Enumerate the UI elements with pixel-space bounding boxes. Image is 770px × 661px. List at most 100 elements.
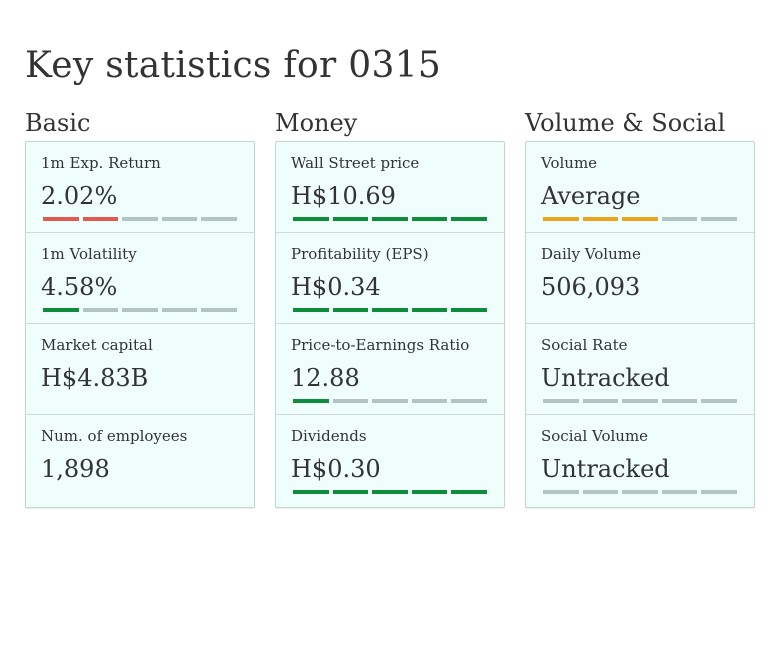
rating-segment-empty [201,217,237,221]
stat-label: Dividends [291,427,367,445]
page-title: Key statistics for 0315 [25,45,442,86]
column-money: Money Wall Street price H$10.69 Profitab… [275,108,505,508]
stat-daily-volume: Daily Volume 506,093 [526,233,754,324]
stat-wall-street-price: Wall Street price H$10.69 [276,142,504,233]
rating-segment-filled [582,217,619,221]
rating-segment-empty [82,308,119,312]
stat-label: Volume [541,154,598,172]
rating-segment-filled [411,308,448,312]
stat-social-rate: Social Rate Untracked [526,324,754,415]
rating-segment-filled [293,308,329,312]
rating-bar [543,217,737,221]
stat-value: Untracked [541,455,670,483]
rating-segment-filled [451,490,487,494]
rating-segment-filled [82,217,119,221]
rating-bar [543,490,737,494]
rating-segment-empty [622,490,658,494]
rating-segment-empty [582,490,619,494]
rating-bar [293,490,487,494]
rating-segment-filled [293,217,329,221]
rating-segment-filled [451,217,487,221]
stat-value: H$10.69 [291,182,396,210]
rating-segment-filled [372,217,408,221]
rating-segment-empty [661,217,698,221]
rating-segment-filled [293,490,329,494]
rating-segment-filled [622,217,658,221]
rating-bar [543,399,737,403]
rating-bar [293,308,487,312]
column-volume-social: Volume & Social Volume Average Daily Vol… [525,108,755,508]
rating-segment-filled [332,308,369,312]
rating-bar [43,308,237,312]
stat-eps: Profitability (EPS) H$0.34 [276,233,504,324]
stat-volume: Volume Average [526,142,754,233]
stat-value: 1,898 [41,455,110,483]
stat-value: H$0.30 [291,455,381,483]
rating-segment-empty [701,399,737,403]
stat-value: Average [541,182,641,210]
rating-segment-empty [161,217,198,221]
stat-value: 506,093 [541,273,641,301]
stat-label: 1m Exp. Return [41,154,161,172]
rating-segment-empty [582,399,619,403]
rating-segment-filled [293,399,329,403]
column-heading: Basic [25,109,91,137]
stats-card: Volume Average Daily Volume 506,093 Soci… [525,141,755,508]
stat-value: H$0.34 [291,273,381,301]
stat-label: Market capital [41,336,153,354]
stat-value: H$4.83B [41,364,149,392]
stat-exp-return: 1m Exp. Return 2.02% [26,142,254,233]
stat-market-capital: Market capital H$4.83B [26,324,254,415]
rating-segment-empty [701,490,737,494]
stat-label: 1m Volatility [41,245,137,263]
rating-segment-empty [661,490,698,494]
rating-segment-empty [451,399,487,403]
rating-segment-empty [122,308,158,312]
rating-segment-empty [332,399,369,403]
rating-segment-filled [332,217,369,221]
stat-social-volume: Social Volume Untracked [526,415,754,507]
stat-label: Price-to-Earnings Ratio [291,336,470,354]
rating-segment-filled [372,490,408,494]
column-heading: Money [275,109,358,137]
rating-segment-empty [543,490,579,494]
rating-segment-empty [161,308,198,312]
stat-value: 2.02% [41,182,118,210]
rating-segment-empty [701,217,737,221]
rating-bar [293,217,487,221]
column-heading: Volume & Social [525,109,726,137]
rating-segment-empty [201,308,237,312]
rating-segment-filled [43,308,79,312]
rating-segment-filled [451,308,487,312]
stat-label: Profitability (EPS) [291,245,429,263]
stats-card: 1m Exp. Return 2.02% 1m Volatility 4.58%… [25,141,255,508]
rating-segment-filled [411,490,448,494]
stat-label: Social Volume [541,427,649,445]
rating-bar [293,399,487,403]
stat-label: Wall Street price [291,154,420,172]
stats-card: Wall Street price H$10.69 Profitability … [275,141,505,508]
stat-label: Social Rate [541,336,628,354]
stat-pe-ratio: Price-to-Earnings Ratio 12.88 [276,324,504,415]
rating-bar [43,217,237,221]
stat-employees: Num. of employees 1,898 [26,415,254,507]
rating-segment-filled [372,308,408,312]
rating-segment-empty [122,217,158,221]
stat-volatility: 1m Volatility 4.58% [26,233,254,324]
stat-value: 12.88 [291,364,360,392]
rating-segment-empty [661,399,698,403]
rating-segment-filled [43,217,79,221]
stat-dividends: Dividends H$0.30 [276,415,504,507]
rating-segment-filled [332,490,369,494]
rating-segment-empty [622,399,658,403]
rating-segment-empty [543,399,579,403]
stat-value: 4.58% [41,273,118,301]
stat-label: Daily Volume [541,245,641,263]
rating-segment-empty [411,399,448,403]
stat-value: Untracked [541,364,670,392]
rating-segment-filled [543,217,579,221]
rating-segment-filled [411,217,448,221]
rating-segment-empty [372,399,408,403]
column-basic: Basic 1m Exp. Return 2.02% 1m Volatility… [25,108,255,508]
stat-label: Num. of employees [41,427,188,445]
